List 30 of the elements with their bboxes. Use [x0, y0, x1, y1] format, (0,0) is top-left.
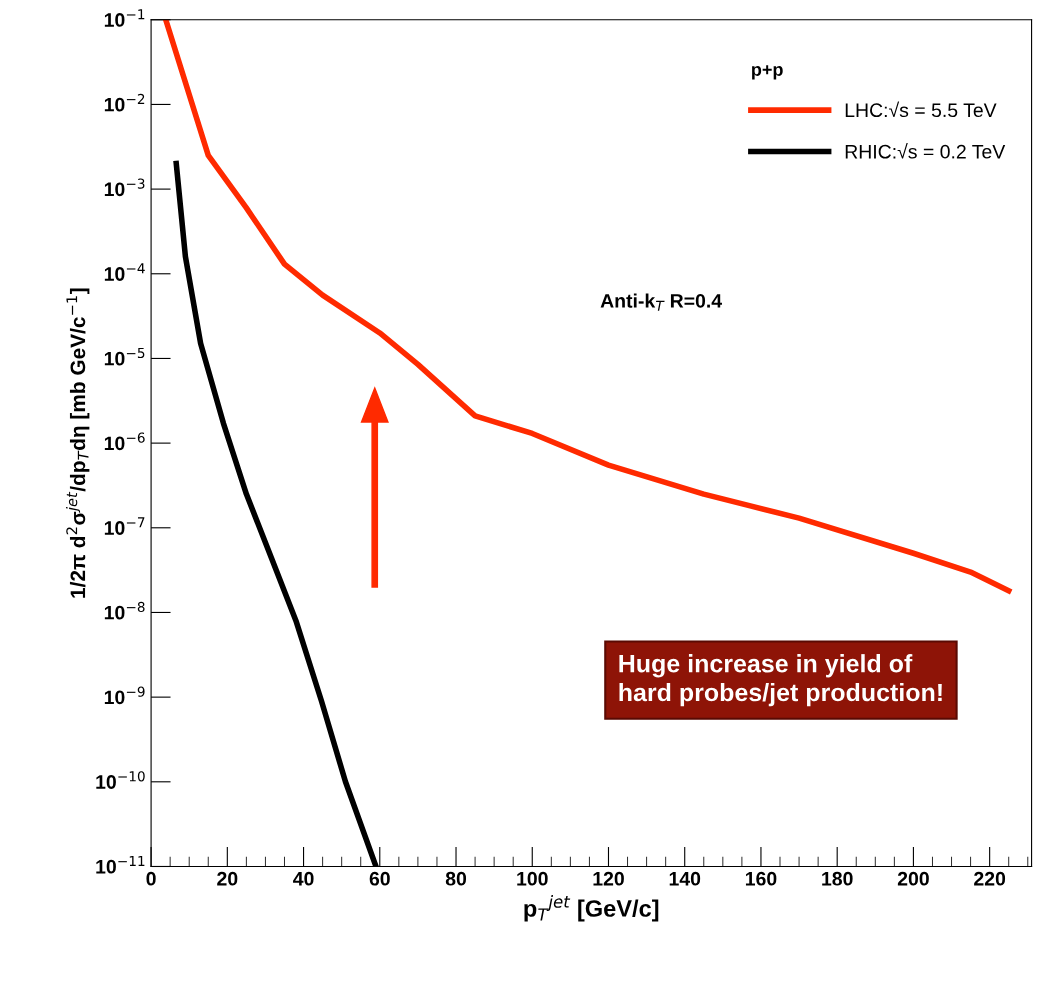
y-tick-label: 10$^{−8}$ [104, 601, 145, 620]
legend-label: RHIC:√s = 0.2 TeV [845, 142, 1006, 159]
x-tick-label: 20 [217, 871, 238, 886]
y-tick-label: 10$^{−7}$ [104, 517, 145, 535]
x-tick-label: 140 [669, 871, 701, 886]
x-tick-label: 60 [369, 871, 390, 886]
legend-label: LHC:√s = 5.5 TeV [845, 101, 997, 118]
x-axis-title: p$_{T}$$^{jet}$ [GeV/c] [524, 895, 659, 922]
x-tick-label: 80 [445, 871, 467, 886]
legend-title: p+p [752, 65, 783, 80]
x-tick-label: 200 [897, 871, 929, 886]
y-tick-label: 10$^{−11}$ [96, 856, 145, 874]
text: 1/2π d$^{2}$σ$^{jet}$/dp$_{T}$dη [mb GeV/c$^{−1}$] [65, 288, 90, 598]
y-tick-label: 10$^{−3}$ [104, 178, 145, 197]
y-tick-label: 10$^{−2}$ [104, 93, 145, 112]
y-tick-label: 10$^{−10}$ [96, 771, 145, 789]
y-tick-label: 10$^{−4}$ [104, 263, 145, 281]
y-tick-label: 10$^{−6}$ [104, 432, 145, 451]
annotation: Huge increase in yield of hard probes/jet production! [619, 654, 942, 707]
x-tick-label: 220 [974, 871, 1006, 886]
x-tick-label: 180 [822, 871, 853, 886]
x-tick-label: 160 [745, 871, 777, 886]
annotation: Anti-k$_{T}$ R=0.4 [600, 293, 722, 311]
x-tick-label: 120 [593, 871, 624, 886]
x-tick-label: 40 [293, 871, 314, 886]
y-tick-label: 10$^{−9}$ [104, 686, 145, 705]
x-tick-label: 0 [146, 871, 156, 886]
y-tick-label: 10$^{−5}$ [104, 347, 145, 366]
y-tick-label: 10$^{−1}$ [104, 9, 145, 27]
x-tick-label: 100 [517, 871, 548, 886]
